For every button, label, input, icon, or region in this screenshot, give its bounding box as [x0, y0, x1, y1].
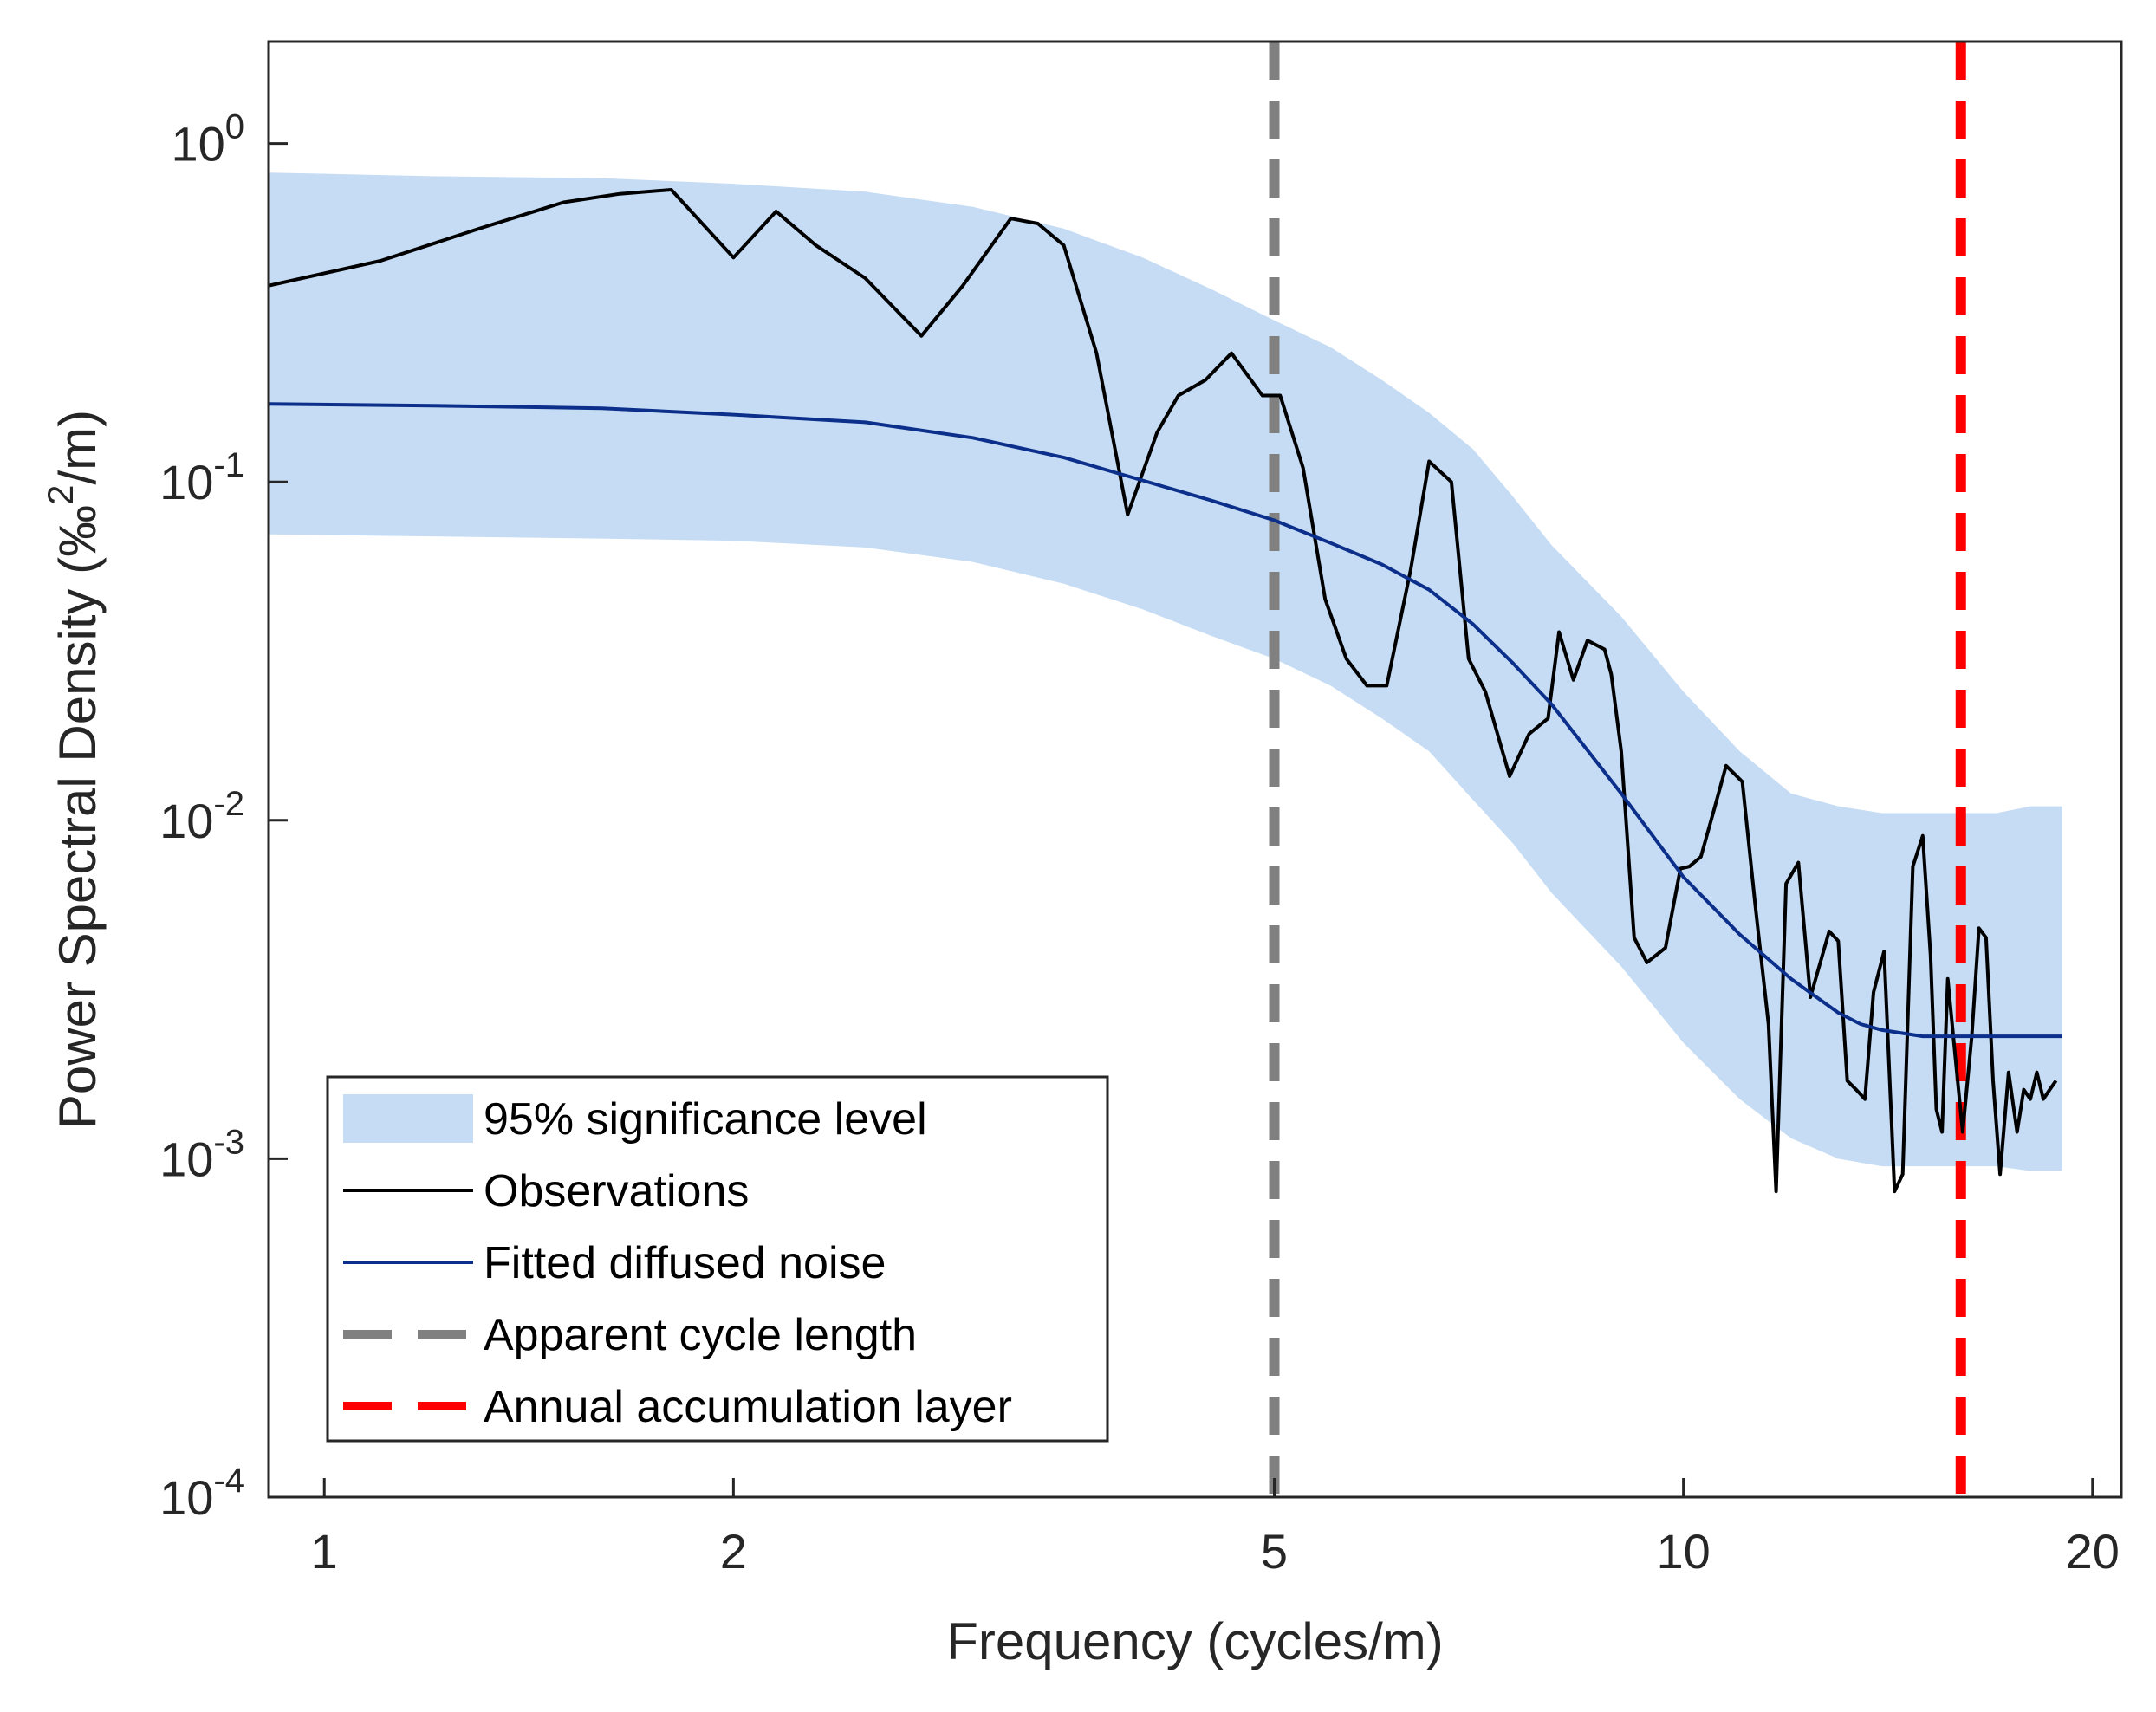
x-axis-title: Frequency (cycles/m)	[946, 1612, 1443, 1670]
x-tick-label-2: 2	[720, 1524, 747, 1579]
y-axis-title: Power Spectral Density (‰2/m)	[40, 410, 107, 1129]
x-tick-label-1: 1	[311, 1524, 338, 1579]
fitted-noise-line	[269, 402, 2062, 1039]
x-tick-label-20: 20	[2066, 1524, 2120, 1579]
legend-entry-observations: Observations	[343, 1166, 749, 1216]
x-tick-label-10: 10	[1656, 1524, 1710, 1579]
legend-label: Apparent cycle length	[484, 1310, 917, 1360]
legend-entry-fitted-diffused-noise: Fitted diffused noise	[343, 1238, 886, 1288]
legend-label: Annual accumulation layer	[484, 1382, 1012, 1432]
y-tick-label--3: 10-3	[159, 1123, 244, 1186]
significance-band	[269, 172, 2062, 1171]
y-tick-label-0: 100	[171, 108, 244, 172]
legend: 95% significance level Observations Fitted…	[326, 1075, 1109, 1443]
legend-label: Fitted diffused noise	[484, 1238, 886, 1288]
legend-label: Observations	[484, 1166, 749, 1216]
y-tick-label--2: 10-2	[159, 785, 244, 848]
plot-area	[269, 42, 2062, 1497]
observations-line	[269, 188, 2058, 1194]
x-tick-label-5: 5	[1261, 1524, 1288, 1579]
legend-label: 95% significance level	[484, 1094, 927, 1145]
legend-entry-annual-accumulation-layer: Annual accumulation layer	[343, 1382, 1012, 1432]
y-tick-label--1: 10-1	[159, 446, 244, 509]
axes-box	[267, 40, 2123, 1499]
legend-entry-apparent-cycle-length: Apparent cycle length	[343, 1310, 917, 1360]
legend-entry-95-significance-level: 95% significance level	[343, 1094, 927, 1145]
y-tick-label--4: 10-4	[159, 1462, 244, 1525]
legend-swatch-band	[343, 1094, 473, 1143]
